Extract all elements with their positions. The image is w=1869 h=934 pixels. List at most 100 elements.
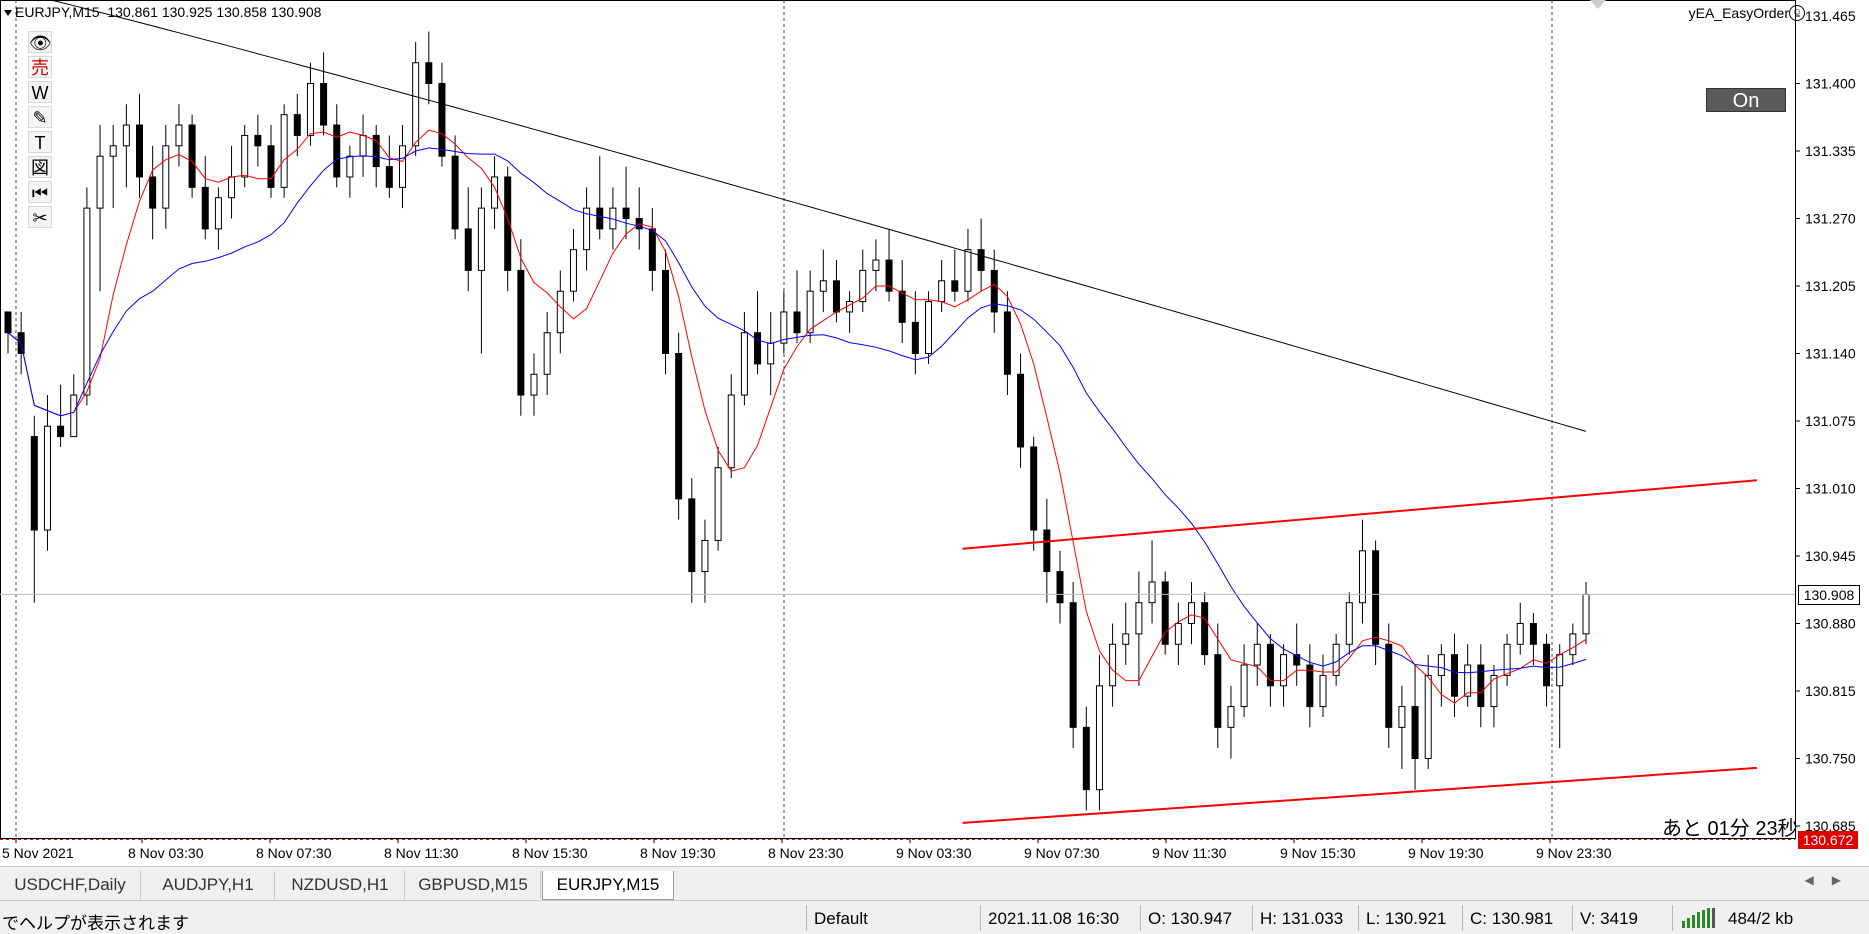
candle-body xyxy=(1069,602,1077,728)
x-tick-label: 9 Nov 11:30 xyxy=(1152,845,1227,860)
candle-body xyxy=(1345,602,1353,645)
menu-triangle-icon[interactable] xyxy=(4,10,12,17)
status-profile: Default xyxy=(814,909,868,928)
smiley-icon: ☺ xyxy=(1789,5,1805,21)
candle-body xyxy=(1266,643,1274,687)
candle-body xyxy=(1109,643,1117,687)
candle-body xyxy=(188,124,196,188)
candle-body xyxy=(1017,373,1025,448)
status-high: H: 131.033 xyxy=(1260,909,1344,928)
candle-body xyxy=(96,155,104,209)
candle-body xyxy=(688,498,696,573)
candle-body xyxy=(1201,602,1209,656)
x-tick-label: 8 Nov 11:30 xyxy=(384,845,459,860)
candle-body xyxy=(175,124,183,147)
candle-body xyxy=(806,290,814,334)
candle-body xyxy=(477,207,485,271)
chart-symbol: EURJPY,M15 xyxy=(15,4,100,20)
tab-scroll-arrows-icon[interactable]: ◀▶ xyxy=(1804,873,1859,887)
scissors-icon[interactable]: ✂ xyxy=(28,206,52,228)
eye-icon[interactable]: 👁 xyxy=(28,31,52,53)
w-icon[interactable]: W xyxy=(28,81,52,103)
candle-body xyxy=(1293,654,1301,666)
tab-eurjpy-m15[interactable]: EURJPY,M15 xyxy=(542,871,674,900)
rewind-icon[interactable]: ⏮ xyxy=(28,181,52,203)
candle-body xyxy=(464,228,472,271)
candle-body xyxy=(228,176,236,199)
x-tick-label: 9 Nov 23:30 xyxy=(1536,845,1612,860)
price-chart[interactable]: 131.465 131.400 131.335 131.270 131.205 131.1… xyxy=(0,0,1869,860)
candle-body xyxy=(1148,581,1156,604)
candle-body xyxy=(872,259,880,271)
candle-body xyxy=(767,342,775,365)
candle-body xyxy=(214,197,222,230)
candle-body xyxy=(1490,674,1498,708)
y-tick-label: 131.140 xyxy=(1805,346,1856,362)
tab-nzdusd-h1[interactable]: NZDUSD,H1 xyxy=(276,871,405,899)
sell-icon[interactable]: 売 xyxy=(28,56,52,78)
x-tick-label: 8 Nov 15:30 xyxy=(512,845,588,860)
candle-body xyxy=(57,425,65,438)
candle-body xyxy=(925,301,932,355)
x-tick-label: 5 Nov 2021 xyxy=(2,845,74,860)
candle-body xyxy=(898,290,906,323)
candle-body xyxy=(517,269,525,396)
candle-body xyxy=(83,207,91,396)
chart-frame xyxy=(0,0,1796,839)
ma-mid-line xyxy=(7,147,1587,674)
candle-body xyxy=(846,301,854,313)
candle-body xyxy=(1372,550,1380,645)
candle-body xyxy=(622,207,630,220)
candle-body xyxy=(1437,654,1445,676)
candle-body xyxy=(1503,643,1511,676)
candle-body xyxy=(1174,623,1182,645)
tab-audjpy-h1[interactable]: AUDJPY,H1 xyxy=(142,871,275,899)
candle-body xyxy=(1135,602,1143,635)
ea-on-button[interactable]: On xyxy=(1706,88,1786,112)
y-tick-label: 130.685 xyxy=(1805,818,1856,834)
status-low: L: 130.921 xyxy=(1366,909,1447,928)
candle-body xyxy=(714,467,722,541)
candle-body xyxy=(412,62,420,147)
candle-body xyxy=(727,394,735,469)
candle-body xyxy=(333,124,341,178)
ma-fast-line xyxy=(7,129,1587,704)
x-tick-label: 8 Nov 19:30 xyxy=(640,845,716,860)
y-tick-label: 131.010 xyxy=(1805,481,1856,497)
candle-body xyxy=(530,373,538,396)
text-icon[interactable]: T xyxy=(28,131,52,153)
status-open: O: 130.947 xyxy=(1148,909,1233,928)
candle-body xyxy=(293,114,301,136)
candle-body xyxy=(832,280,840,313)
chart-area[interactable]: 131.465 131.400 131.335 131.270 131.205 131.1… xyxy=(0,0,1869,860)
channel-upper-line xyxy=(962,479,1757,550)
candle-body xyxy=(1214,654,1222,728)
candle-body xyxy=(556,290,564,334)
y-tick-label: 130.750 xyxy=(1805,751,1856,767)
status-help: でヘルプが表示されます xyxy=(2,914,189,933)
candle-body xyxy=(1188,602,1195,625)
y-tick-label: 131.075 xyxy=(1805,413,1856,429)
candle-body xyxy=(1122,633,1130,645)
pencil-icon[interactable]: ✎ xyxy=(28,106,52,128)
candle-body xyxy=(201,186,209,230)
x-tick-label: 8 Nov 23:30 xyxy=(768,845,844,860)
candle-body xyxy=(1543,643,1551,687)
candle-body xyxy=(1451,654,1458,697)
tab-usdchf-daily[interactable]: USDCHF,Daily xyxy=(0,871,141,899)
candle-body xyxy=(1477,664,1485,708)
candle-body xyxy=(267,145,275,188)
candle-body xyxy=(438,83,446,157)
candle-body xyxy=(1280,654,1288,687)
candle-body xyxy=(1464,664,1472,697)
status-volume: V: 3419 xyxy=(1580,909,1638,928)
connection-bars-icon xyxy=(1682,908,1715,928)
candle-body xyxy=(372,134,380,168)
candle-body xyxy=(990,269,998,313)
candle-body xyxy=(648,228,656,271)
candle-body xyxy=(1424,674,1432,760)
candle-body xyxy=(1398,706,1406,728)
figure-icon[interactable]: 図 xyxy=(28,156,52,178)
tab-gbpusd-m15[interactable]: GBPUSD,M15 xyxy=(406,871,541,899)
candle-body xyxy=(70,394,78,438)
